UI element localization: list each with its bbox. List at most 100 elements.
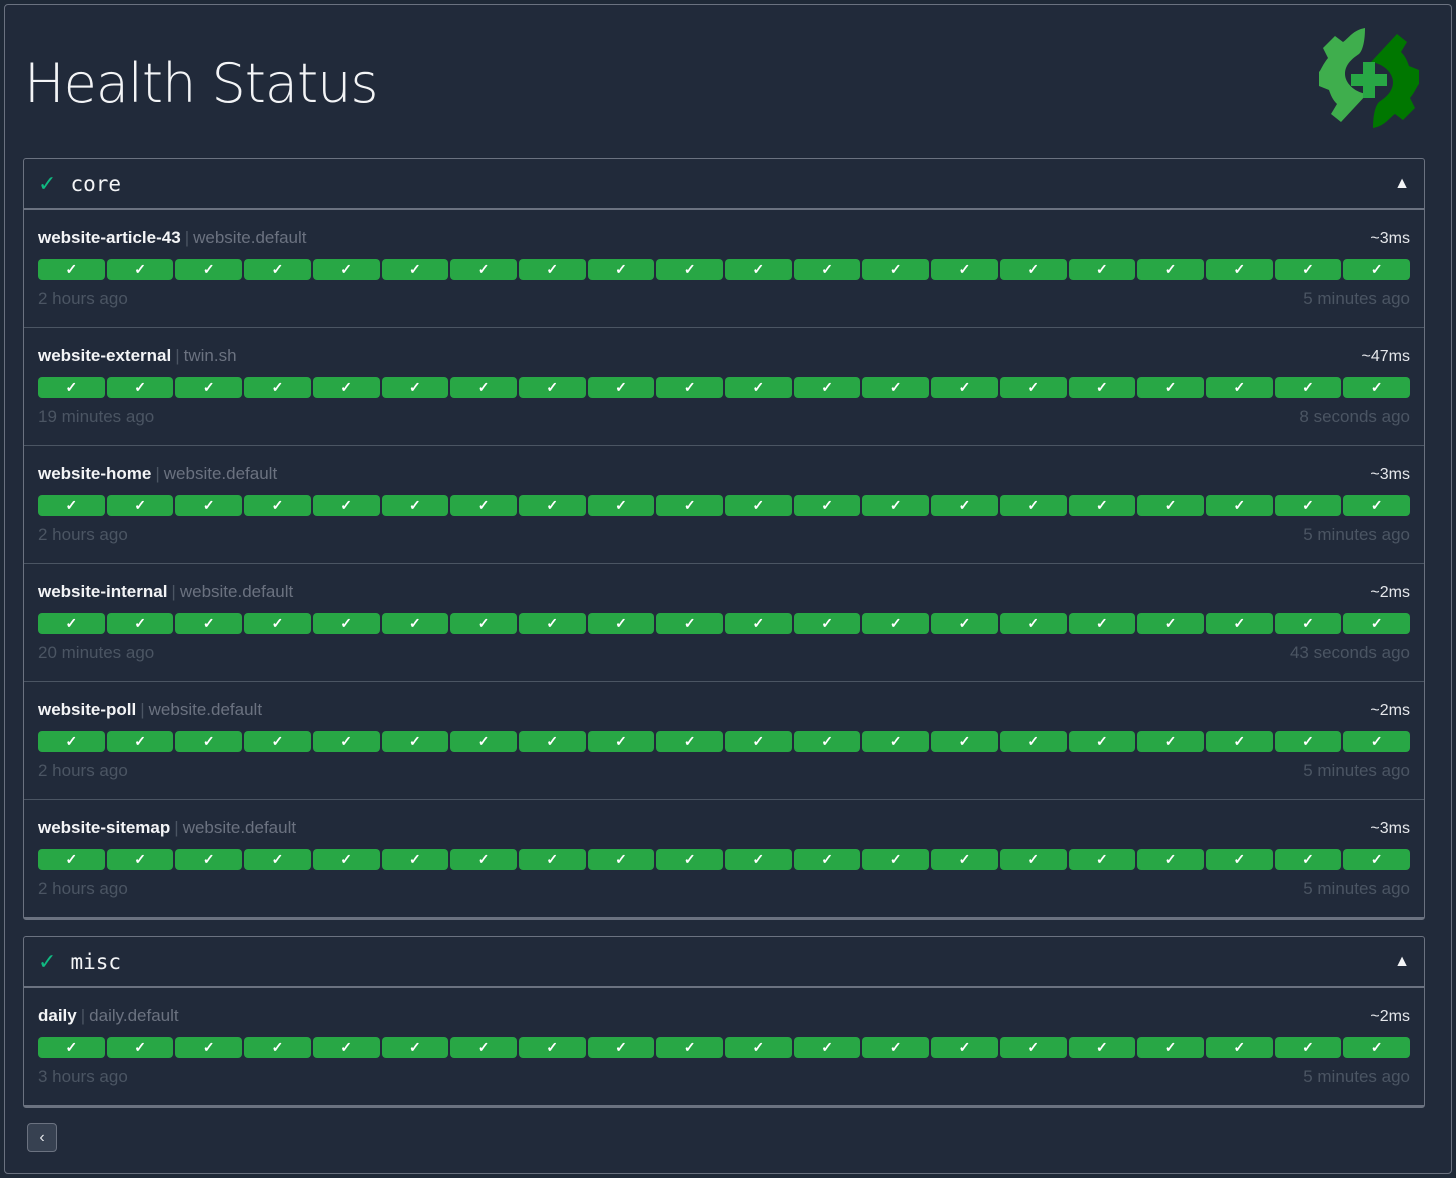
result-bar[interactable]: ✓ xyxy=(1137,1037,1204,1058)
result-bar[interactable]: ✓ xyxy=(587,613,655,634)
result-bar[interactable]: ✓ xyxy=(1137,849,1204,870)
result-bar[interactable]: ✓ xyxy=(450,259,517,280)
result-bar[interactable]: ✓ xyxy=(244,849,311,870)
result-bar[interactable]: ✓ xyxy=(656,495,724,516)
result-bar[interactable]: ✓ xyxy=(656,613,724,634)
result-bar[interactable]: ✓ xyxy=(656,849,724,870)
result-bar[interactable]: ✓ xyxy=(38,731,105,752)
endpoint-name[interactable]: daily xyxy=(38,1006,77,1025)
result-bar[interactable]: ✓ xyxy=(1137,613,1204,634)
result-bar[interactable]: ✓ xyxy=(1205,377,1273,398)
result-bar[interactable]: ✓ xyxy=(725,731,792,752)
result-bar[interactable]: ✓ xyxy=(931,731,998,752)
result-bar[interactable]: ✓ xyxy=(1274,849,1342,870)
result-bar[interactable]: ✓ xyxy=(244,613,311,634)
result-bar[interactable]: ✓ xyxy=(450,495,517,516)
result-bar[interactable]: ✓ xyxy=(1137,377,1204,398)
result-bar[interactable]: ✓ xyxy=(312,259,380,280)
result-bar[interactable]: ✓ xyxy=(793,1037,861,1058)
result-bar[interactable]: ✓ xyxy=(106,377,174,398)
endpoint-name[interactable]: website-sitemap xyxy=(38,818,171,837)
result-bar[interactable]: ✓ xyxy=(656,1037,724,1058)
result-bar[interactable]: ✓ xyxy=(1205,495,1273,516)
result-bar[interactable]: ✓ xyxy=(312,613,380,634)
result-bar[interactable]: ✓ xyxy=(999,1037,1067,1058)
group-header[interactable]: ✓ core ▲ xyxy=(24,159,1424,210)
result-bar[interactable]: ✓ xyxy=(175,377,243,398)
result-bar[interactable]: ✓ xyxy=(1205,731,1273,752)
result-bar[interactable]: ✓ xyxy=(1274,495,1342,516)
result-bar[interactable]: ✓ xyxy=(862,849,930,870)
result-bar[interactable]: ✓ xyxy=(244,259,311,280)
result-bar[interactable]: ✓ xyxy=(862,377,930,398)
result-bar[interactable]: ✓ xyxy=(38,259,105,280)
endpoint-name[interactable]: website-poll xyxy=(38,700,137,719)
result-bar[interactable]: ✓ xyxy=(862,731,930,752)
result-bar[interactable]: ✓ xyxy=(587,731,655,752)
result-bar[interactable]: ✓ xyxy=(999,377,1067,398)
result-bar[interactable]: ✓ xyxy=(587,1037,655,1058)
endpoint-name[interactable]: website-article-43 xyxy=(38,228,181,247)
result-bar[interactable]: ✓ xyxy=(931,613,998,634)
result-bar[interactable]: ✓ xyxy=(450,377,517,398)
result-bar[interactable]: ✓ xyxy=(381,731,449,752)
result-bar[interactable]: ✓ xyxy=(1343,259,1411,280)
result-bar[interactable]: ✓ xyxy=(1205,1037,1273,1058)
result-bar[interactable]: ✓ xyxy=(244,1037,311,1058)
result-bar[interactable]: ✓ xyxy=(381,1037,449,1058)
result-bar[interactable]: ✓ xyxy=(38,495,105,516)
result-bar[interactable]: ✓ xyxy=(106,731,174,752)
result-bar[interactable]: ✓ xyxy=(931,259,998,280)
result-bar[interactable]: ✓ xyxy=(175,1037,243,1058)
result-bar[interactable]: ✓ xyxy=(381,495,449,516)
result-bar[interactable]: ✓ xyxy=(381,613,449,634)
result-bar[interactable]: ✓ xyxy=(38,613,105,634)
result-bar[interactable]: ✓ xyxy=(518,613,586,634)
result-bar[interactable]: ✓ xyxy=(175,849,243,870)
result-bar[interactable]: ✓ xyxy=(106,613,174,634)
group-header[interactable]: ✓ misc ▲ xyxy=(24,937,1424,988)
result-bar[interactable]: ✓ xyxy=(175,495,243,516)
result-bar[interactable]: ✓ xyxy=(38,1037,105,1058)
collapse-icon[interactable]: ▲ xyxy=(1394,174,1410,192)
result-bar[interactable]: ✓ xyxy=(1137,495,1204,516)
result-bar[interactable]: ✓ xyxy=(106,259,174,280)
result-bar[interactable]: ✓ xyxy=(1343,849,1411,870)
result-bar[interactable]: ✓ xyxy=(1068,731,1136,752)
result-bar[interactable]: ✓ xyxy=(999,495,1067,516)
result-bar[interactable]: ✓ xyxy=(106,1037,174,1058)
result-bar[interactable]: ✓ xyxy=(931,495,998,516)
result-bar[interactable]: ✓ xyxy=(793,849,861,870)
result-bar[interactable]: ✓ xyxy=(381,377,449,398)
result-bar[interactable]: ✓ xyxy=(518,1037,586,1058)
result-bar[interactable]: ✓ xyxy=(38,377,105,398)
result-bar[interactable]: ✓ xyxy=(725,495,792,516)
result-bar[interactable]: ✓ xyxy=(381,259,449,280)
result-bar[interactable]: ✓ xyxy=(862,613,930,634)
result-bar[interactable]: ✓ xyxy=(656,731,724,752)
result-bar[interactable]: ✓ xyxy=(175,613,243,634)
result-bar[interactable]: ✓ xyxy=(312,1037,380,1058)
result-bar[interactable]: ✓ xyxy=(106,495,174,516)
result-bar[interactable]: ✓ xyxy=(312,731,380,752)
result-bar[interactable]: ✓ xyxy=(38,849,105,870)
result-bar[interactable]: ✓ xyxy=(450,613,517,634)
collapse-icon[interactable]: ▲ xyxy=(1394,952,1410,970)
result-bar[interactable]: ✓ xyxy=(1274,613,1342,634)
result-bar[interactable]: ✓ xyxy=(725,613,792,634)
result-bar[interactable]: ✓ xyxy=(999,731,1067,752)
result-bar[interactable]: ✓ xyxy=(450,1037,517,1058)
result-bar[interactable]: ✓ xyxy=(175,731,243,752)
result-bar[interactable]: ✓ xyxy=(518,377,586,398)
result-bar[interactable]: ✓ xyxy=(793,495,861,516)
result-bar[interactable]: ✓ xyxy=(1274,731,1342,752)
result-bar[interactable]: ✓ xyxy=(862,1037,930,1058)
result-bar[interactable]: ✓ xyxy=(1343,731,1411,752)
result-bar[interactable]: ✓ xyxy=(862,495,930,516)
result-bar[interactable]: ✓ xyxy=(312,849,380,870)
result-bar[interactable]: ✓ xyxy=(1205,613,1273,634)
result-bar[interactable]: ✓ xyxy=(381,849,449,870)
result-bar[interactable]: ✓ xyxy=(244,495,311,516)
result-bar[interactable]: ✓ xyxy=(1343,495,1411,516)
result-bar[interactable]: ✓ xyxy=(587,259,655,280)
